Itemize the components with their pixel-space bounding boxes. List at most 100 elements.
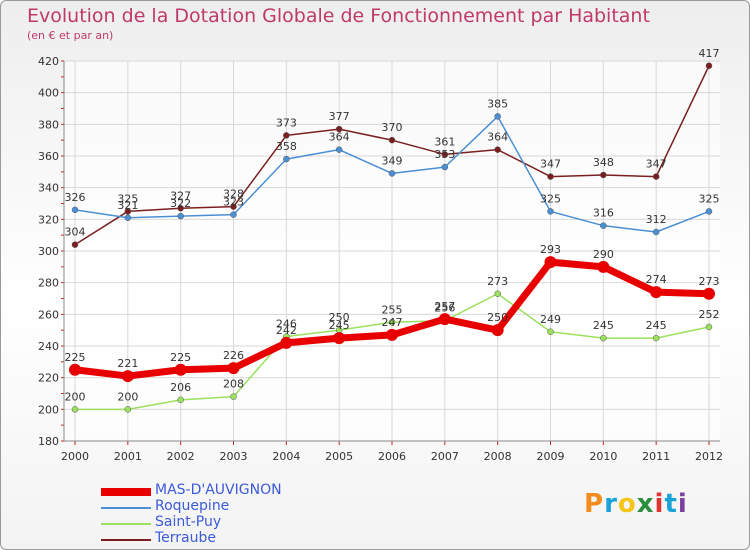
data-label-roquepine: 321 <box>117 199 138 212</box>
legend-swatch <box>101 488 151 496</box>
data-point-mas-d-auvignon <box>597 260 610 273</box>
y-tick-label: 340 <box>38 182 59 195</box>
data-label-mas-d-auvignon: 250 <box>487 311 508 324</box>
axes: 180 200 220 240 260 280 300 320 340 360 380 400 420 2… <box>38 55 723 463</box>
data-label-saint-puy: 250 <box>329 311 350 324</box>
data-label-mas-d-auvignon: 247 <box>382 316 403 329</box>
data-point-terraube <box>71 241 79 248</box>
data-point-mas-d-auvignon <box>174 363 187 376</box>
data-point-mas-d-auvignon <box>703 287 715 300</box>
data-point-roquepine <box>177 212 184 220</box>
data-label-terraube: 327 <box>170 189 191 202</box>
data-label-mas-d-auvignon: 257 <box>434 300 455 313</box>
data-label-mas-d-auvignon: 225 <box>170 351 191 364</box>
data-point-roquepine <box>705 208 713 215</box>
data-label-saint-puy: 255 <box>382 303 403 316</box>
data-label-saint-puy: 249 <box>540 313 561 326</box>
data-label-mas-d-auvignon: 290 <box>593 248 614 261</box>
data-label-roquepine: 326 <box>65 191 86 204</box>
data-point-terraube <box>124 208 132 215</box>
data-label-terraube: 377 <box>329 110 350 123</box>
data-label-terraube: 328 <box>223 188 244 201</box>
y-tick-label: 240 <box>38 340 59 353</box>
x-tick-label: 2005 <box>325 450 353 463</box>
data-point-terraube <box>283 132 290 139</box>
data-point-roquepine <box>441 163 449 171</box>
logo-letter: i <box>677 489 688 519</box>
data-point-mas-d-auvignon <box>544 256 557 269</box>
legend-label: MAS-D'AUVIGNON <box>155 482 282 498</box>
y-tick-label: 280 <box>38 277 59 290</box>
data-label-roquepine: 364 <box>329 131 350 144</box>
data-point-roquepine <box>547 208 554 215</box>
data-label-roquepine: 349 <box>382 154 403 167</box>
y-tick-label: 180 <box>38 435 59 448</box>
data-label-roquepine: 325 <box>699 192 720 205</box>
series-layer <box>69 62 715 413</box>
data-label-saint-puy: 245 <box>646 319 667 332</box>
data-label-mas-d-auvignon: 242 <box>276 324 297 337</box>
data-label-mas-d-auvignon: 245 <box>329 319 350 332</box>
y-tick-label: 360 <box>38 150 59 163</box>
data-label-saint-puy: 256 <box>434 302 455 315</box>
data-point-terraube <box>441 151 449 158</box>
data-label-terraube: 325 <box>117 192 138 205</box>
data-point-terraube <box>494 146 501 153</box>
data-labels: 304 325 327 328 373 377 370 361 364 347 348 347 417 3… <box>65 47 720 404</box>
data-label-saint-puy: 200 <box>117 390 138 403</box>
data-point-roquepine <box>388 170 396 177</box>
data-point-saint-puy <box>71 406 79 413</box>
data-point-terraube <box>652 173 660 180</box>
gridlines <box>64 60 720 442</box>
x-tick-label: 2004 <box>272 450 300 463</box>
logo-letter: x <box>636 489 655 519</box>
y-tick-label: 220 <box>38 372 59 385</box>
data-label-saint-puy: 246 <box>276 318 297 331</box>
data-point-roquepine <box>600 222 607 229</box>
data-point-mas-d-auvignon <box>69 363 81 376</box>
y-tick-label: 420 <box>38 55 59 68</box>
data-label-saint-puy: 273 <box>487 275 508 288</box>
data-point-mas-d-auvignon <box>227 362 240 375</box>
data-label-saint-puy: 206 <box>170 381 191 394</box>
x-tick-label: 2002 <box>167 450 195 463</box>
data-label-mas-d-auvignon: 226 <box>223 349 244 362</box>
data-point-mas-d-auvignon <box>650 286 663 299</box>
data-point-terraube <box>600 171 607 179</box>
x-tick-label: 2000 <box>61 450 89 463</box>
data-label-mas-d-auvignon: 225 <box>65 351 86 364</box>
data-point-terraube <box>335 125 343 133</box>
data-point-roquepine <box>652 228 660 236</box>
legend-swatch <box>101 539 151 541</box>
data-label-terraube: 417 <box>699 47 720 60</box>
data-label-roquepine: 312 <box>646 213 667 226</box>
data-label-roquepine: 353 <box>434 148 455 161</box>
data-point-roquepine <box>71 206 79 214</box>
chart-title: Evolution de la Dotation Globale de Fonc… <box>27 5 650 27</box>
data-point-terraube <box>705 62 713 69</box>
y-tick-label: 320 <box>38 213 59 226</box>
x-tick-label: 2010 <box>589 450 617 463</box>
y-tick-label: 260 <box>38 308 59 321</box>
data-label-roquepine: 316 <box>593 207 614 220</box>
x-tick-label: 2012 <box>695 450 723 463</box>
chart-subtitle: (en € et par an) <box>27 29 114 42</box>
x-tick-label: 2001 <box>114 450 142 463</box>
y-tick-label: 300 <box>38 245 59 258</box>
proxiti-logo: Proxiti <box>584 489 688 519</box>
data-label-mas-d-auvignon: 273 <box>699 275 720 288</box>
data-label-saint-puy: 245 <box>593 319 614 332</box>
data-label-roquepine: 323 <box>223 196 244 209</box>
legend-label: Terraube <box>155 530 217 546</box>
data-point-saint-puy <box>177 396 184 404</box>
data-label-roquepine: 322 <box>170 197 191 210</box>
y-tick-label: 200 <box>38 403 59 416</box>
legend-label: Saint-Puy <box>155 514 222 530</box>
data-label-terraube: 373 <box>276 116 297 129</box>
data-point-roquepine <box>335 146 343 153</box>
y-tick-label: 380 <box>38 118 59 131</box>
data-point-terraube <box>230 203 237 210</box>
data-point-roquepine <box>124 214 132 221</box>
